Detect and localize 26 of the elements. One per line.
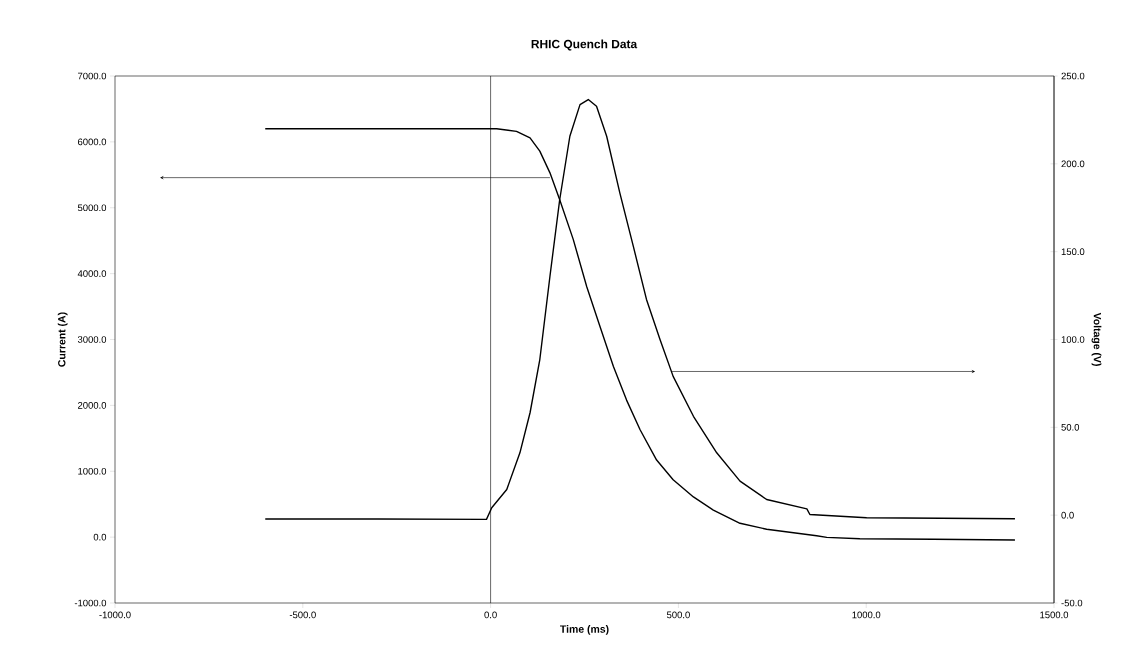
y-tick-label: 7000.0 [78, 72, 107, 80]
x-tick-label: -1000.0 [99, 611, 131, 619]
y2-tick-label: 250.0 [1061, 72, 1085, 80]
y2-axis-title: Voltage (V) [1091, 312, 1102, 366]
y-axis-title: Current (A) [57, 312, 68, 367]
y2-tick-label: 100.0 [1061, 336, 1085, 343]
y-tick-label: 5000.0 [77, 204, 107, 212]
y-tick-label: 1000.0 [78, 467, 107, 475]
y2-tick-label: -50.0 [1061, 599, 1083, 607]
y-tick-label: 4000.0 [77, 270, 107, 277]
x-tick-label: -500.0 [289, 611, 316, 619]
y-tick-label: 2000.0 [78, 402, 107, 409]
x-tick-label: 0.0 [484, 611, 497, 619]
y-tick-label: 6000.0 [78, 138, 107, 146]
x-tick-label: 1500.0 [1040, 611, 1069, 619]
y-tick-label: 0.0 [93, 533, 107, 541]
y-tick-label: 3000.0 [77, 336, 107, 343]
y2-tick-label: 50.0 [1061, 423, 1080, 431]
chart-title: RHIC Quench Data [531, 39, 638, 51]
y2-tick-label: 200.0 [1061, 160, 1085, 168]
x-axis-title: Time (ms) [560, 625, 609, 635]
x-tick-label: 1000.0 [852, 611, 881, 619]
x-tick-label: 500.0 [666, 611, 690, 619]
y2-tick-label: 150.0 [1061, 248, 1085, 256]
y-tick-label: -1000.0 [74, 599, 107, 607]
y2-tick-label: 0.0 [1061, 511, 1074, 519]
